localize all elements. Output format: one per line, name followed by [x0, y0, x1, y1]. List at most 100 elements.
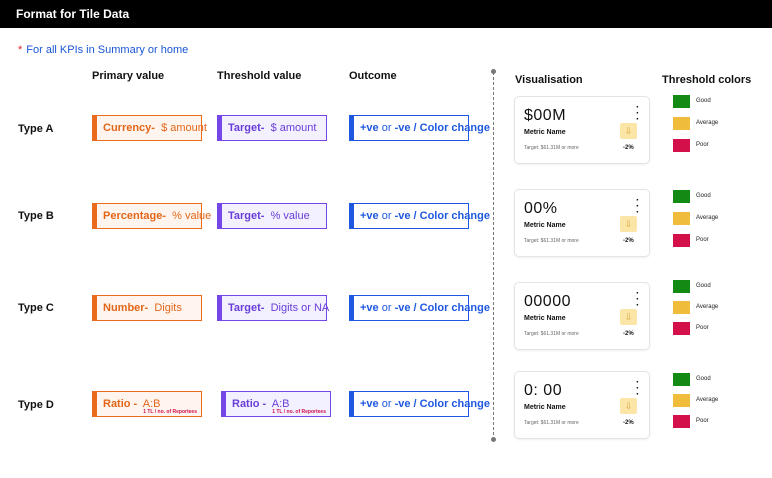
metric-change: -2%	[623, 420, 634, 426]
header-threshold-colors: Threshold colors	[662, 74, 752, 86]
swatch-label-good: Good	[696, 376, 711, 382]
threshold-value: Digits or NA	[270, 302, 330, 314]
metric-value: $00M	[524, 107, 567, 124]
swatch-average	[673, 301, 690, 314]
primary-value-box-c: Number- Digits	[92, 295, 202, 321]
threshold-value: A:B	[271, 398, 290, 410]
metric-card-b[interactable]: 00% Metric Name Target: $61.31M or more …	[515, 190, 649, 256]
row-label-type-b: Type B	[18, 210, 54, 222]
metric-name: Metric Name	[524, 404, 566, 411]
primary-value-box-d: Ratio - A:B 1 TL / no. of Reportees	[92, 391, 202, 417]
kebab-menu-icon[interactable]: · · ·	[636, 195, 640, 218]
primary-value: A:B	[142, 398, 161, 410]
down-arrow-icon: ⇩	[620, 309, 637, 325]
swatch-label-poor: Poor	[696, 325, 709, 331]
threshold-value-box-c: Target- Digits or NA	[217, 295, 330, 321]
metric-target: Target: $61.31M or more	[524, 238, 579, 244]
swatch-good	[673, 280, 690, 293]
note-text: For all KPIs in Summary or home	[26, 44, 189, 56]
metric-value: 0: 00	[524, 382, 563, 399]
metric-change: -2%	[623, 331, 634, 337]
metric-change: -2%	[623, 238, 634, 244]
outcome-rest: -ve / Color change	[394, 302, 490, 314]
metric-target: Target: $61.31M or more	[524, 420, 579, 426]
outcome-or: or	[381, 302, 392, 314]
divider-dot-top	[491, 69, 496, 74]
metric-card-a[interactable]: $00M Metric Name Target: $61.31M or more…	[515, 97, 649, 163]
kebab-menu-icon[interactable]: · · ·	[636, 377, 640, 400]
swatch-label-average: Average	[696, 120, 719, 126]
threshold-value: % value	[270, 210, 310, 222]
metric-name: Metric Name	[524, 129, 566, 136]
swatch-good	[673, 373, 690, 386]
threshold-value-box-b: Target- % value	[217, 203, 327, 229]
threshold-value-box-d: Ratio - A:B 1 TL / no. of Reportees	[221, 391, 331, 417]
down-arrow-icon: ⇩	[620, 398, 637, 414]
swatch-poor	[673, 415, 690, 428]
asterisk: *	[18, 44, 23, 56]
outcome-box-a: +ve or -ve / Color change	[349, 115, 490, 141]
swatch-label-average: Average	[696, 304, 719, 310]
primary-value: % value	[172, 210, 212, 222]
threshold-label: Target-	[228, 122, 265, 134]
swatch-average	[673, 212, 690, 225]
header-primary-value: Primary value	[92, 70, 165, 82]
swatch-good	[673, 95, 690, 108]
metric-name: Metric Name	[524, 315, 566, 322]
outcome-positive: +ve	[360, 210, 379, 222]
metric-name: Metric Name	[524, 222, 566, 229]
swatch-average	[673, 117, 690, 130]
primary-label: Percentage-	[103, 210, 166, 222]
row-label-type-a: Type A	[18, 123, 54, 135]
down-arrow-icon: ⇩	[620, 123, 637, 139]
threshold-label: Ratio -	[232, 398, 267, 410]
metric-card-c[interactable]: 00000 Metric Name Target: $61.31M or mor…	[515, 283, 649, 349]
outcome-or: or	[381, 398, 392, 410]
primary-value: $ amount	[161, 122, 207, 134]
outcome-positive: +ve	[360, 302, 379, 314]
primary-value: Digits	[154, 302, 182, 314]
section-divider	[493, 72, 494, 440]
swatch-label-poor: Poor	[696, 237, 709, 243]
outcome-positive: +ve	[360, 398, 379, 410]
threshold-label: Target-	[228, 302, 265, 314]
kebab-menu-icon[interactable]: · · ·	[636, 288, 640, 311]
outcome-rest: -ve / Color change	[394, 398, 490, 410]
down-arrow-icon: ⇩	[620, 216, 637, 232]
header-visualisation: Visualisation	[515, 74, 583, 86]
outcome-positive: +ve	[360, 122, 379, 134]
swatch-label-poor: Poor	[696, 142, 709, 148]
kpi-note: * For all KPIs in Summary or home	[18, 44, 188, 56]
metric-target: Target: $61.31M or more	[524, 331, 579, 337]
swatch-poor	[673, 139, 690, 152]
outcome-rest: -ve / Color change	[394, 122, 490, 134]
metric-value: 00000	[524, 293, 571, 310]
threshold-label: Target-	[228, 210, 265, 222]
outcome-box-d: +ve or -ve / Color change	[349, 391, 490, 417]
metric-change: -2%	[623, 145, 634, 151]
outcome-or: or	[381, 210, 392, 222]
kebab-menu-icon[interactable]: · · ·	[636, 102, 640, 125]
primary-label: Number-	[103, 302, 149, 314]
swatch-average	[673, 394, 690, 407]
primary-label: Currency-	[103, 122, 155, 134]
primary-label: Ratio -	[103, 398, 138, 410]
swatch-label-good: Good	[696, 193, 711, 199]
header-threshold-value: Threshold value	[217, 70, 302, 82]
swatch-label-average: Average	[696, 215, 719, 221]
divider-dot-bottom	[491, 437, 496, 442]
page-title: Format for Tile Data	[16, 7, 130, 21]
primary-value-box-b: Percentage- % value	[92, 203, 211, 229]
outcome-box-b: +ve or -ve / Color change	[349, 203, 490, 229]
header-bar: Format for Tile Data	[0, 0, 772, 28]
threshold-value: $ amount	[270, 122, 317, 134]
metric-target: Target: $61.31M or more	[524, 145, 579, 151]
row-label-type-c: Type C	[18, 302, 54, 314]
threshold-value-box-a: Target- $ amount	[217, 115, 327, 141]
row-label-type-d: Type D	[18, 399, 54, 411]
swatch-label-good: Good	[696, 283, 711, 289]
outcome-or: or	[381, 122, 392, 134]
metric-card-d[interactable]: 0: 00 Metric Name Target: $61.31M or mor…	[515, 372, 649, 438]
outcome-rest: -ve / Color change	[394, 210, 490, 222]
threshold-subtext: 1 TL / no. of Reportees	[272, 409, 326, 415]
